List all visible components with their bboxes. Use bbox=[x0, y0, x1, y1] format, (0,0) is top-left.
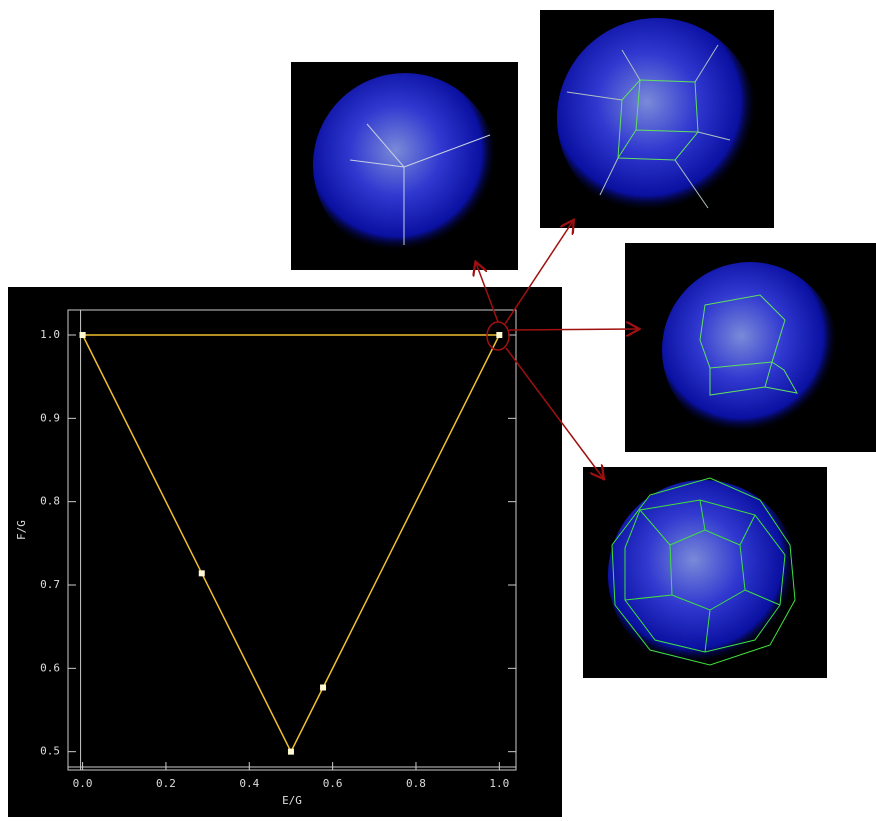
x-tick-label: 0.4 bbox=[239, 777, 259, 790]
y-tick-label: 0.9 bbox=[40, 411, 60, 424]
y-tick-label: 0.7 bbox=[40, 578, 60, 591]
chart-panel bbox=[8, 287, 562, 817]
y-tick-label: 0.8 bbox=[40, 495, 60, 508]
y-tick-label: 1.0 bbox=[40, 328, 60, 341]
x-axis-label: E/G bbox=[282, 794, 302, 807]
render-4 bbox=[583, 467, 827, 678]
y-tick-label: 0.5 bbox=[40, 745, 60, 758]
render-2 bbox=[540, 10, 774, 228]
x-tick-label: 0.8 bbox=[406, 777, 426, 790]
x-tick-label: 1.0 bbox=[489, 777, 509, 790]
y-tick-label: 0.6 bbox=[40, 661, 60, 674]
x-tick-label: 0.2 bbox=[156, 777, 176, 790]
y-axis-label: F/G bbox=[15, 520, 28, 540]
x-tick-label: 0.6 bbox=[323, 777, 343, 790]
point bbox=[288, 749, 294, 755]
render-3 bbox=[625, 243, 876, 452]
point bbox=[199, 570, 205, 576]
point bbox=[320, 685, 326, 691]
render-1 bbox=[291, 62, 518, 270]
point bbox=[496, 332, 502, 338]
x-tick-label: 0.0 bbox=[73, 777, 93, 790]
point bbox=[80, 332, 86, 338]
figure: 0.0 0.2 0.4 0.6 0.8 1.0 0.5 0.6 0.7 0.8 0.9 1.0 E/G… bbox=[0, 0, 876, 817]
